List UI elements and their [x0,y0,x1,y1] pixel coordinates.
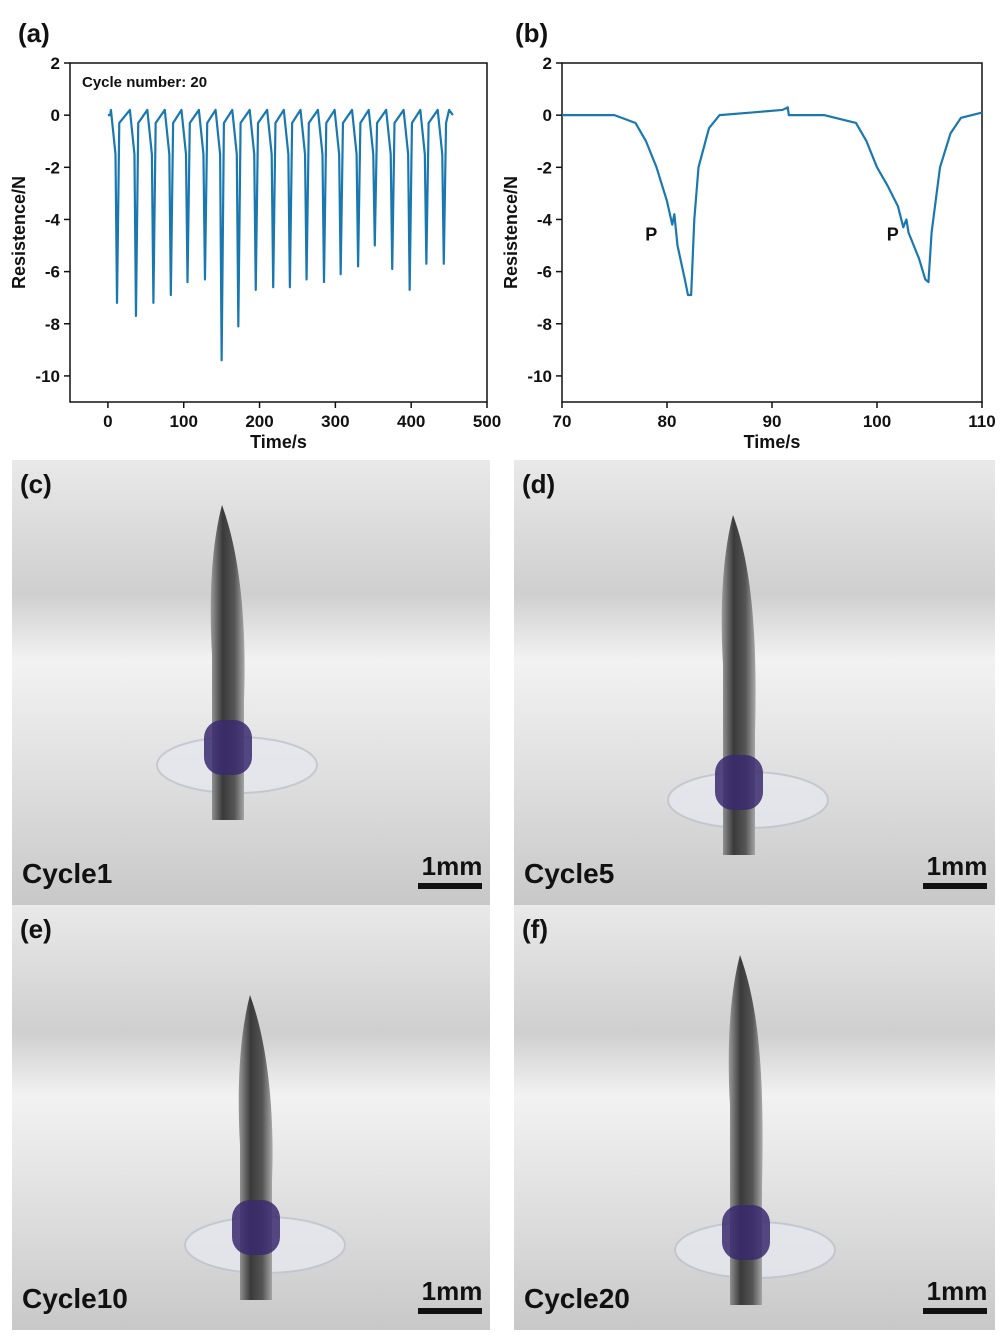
photo [12,460,490,905]
panel-label: (e) [20,914,52,944]
photo-caption: Cycle10 [22,1283,128,1314]
photo [12,905,490,1330]
x-tick-label: 100 [863,412,891,431]
dye-band [722,1205,770,1260]
y-tick-label: 0 [543,106,552,125]
y-tick-label: 2 [543,54,552,73]
annotation: Cycle number: 20 [82,74,207,91]
dye-band [715,755,763,810]
scale-bar [923,883,987,889]
x-tick-label: 400 [397,412,425,431]
x-tick-label: 300 [321,412,349,431]
y-tick-label: -6 [45,263,60,282]
panel-label: (a) [18,18,50,48]
y-tick-label: -2 [45,158,60,177]
plot-frame [69,62,488,403]
x-tick-label: 0 [103,412,112,431]
y-tick-label: -4 [45,210,61,229]
y-tick-label: -4 [537,210,553,229]
photo-background [12,460,490,905]
x-axis-title: Time/s [250,432,307,452]
scale-bar [923,1308,987,1314]
data-line [107,108,454,362]
photo-caption: Cycle1 [22,858,112,889]
panel-label: (c) [20,469,52,499]
scale-label: 1mm [422,1276,483,1306]
scale-bar [418,883,482,889]
y-tick-label: -2 [537,158,552,177]
scale-label: 1mm [422,851,483,881]
scale-bar [418,1308,482,1314]
y-tick-label: 0 [51,106,60,125]
x-tick-label: 500 [473,412,501,431]
photo [514,460,995,905]
annotation: P [887,224,899,244]
plot-frame [561,62,983,403]
y-axis-title: Resistence/N [501,176,521,289]
panel-label: (d) [522,469,555,499]
y-tick-label: 2 [51,54,60,73]
dye-band [204,720,252,775]
y-tick-label: -10 [35,367,60,386]
x-tick-label: 100 [170,412,198,431]
y-tick-label: -10 [527,367,552,386]
x-tick-label: 90 [763,412,782,431]
y-tick-label: -8 [45,315,60,334]
photo [514,905,995,1330]
panel-label: (b) [515,18,548,48]
photo-caption: Cycle5 [524,858,614,889]
photo-caption: Cycle20 [524,1283,630,1314]
x-tick-label: 70 [553,412,572,431]
y-tick-label: -6 [537,263,552,282]
x-tick-label: 80 [658,412,677,431]
panel-label: (f) [522,914,548,944]
scale-label: 1mm [927,851,988,881]
data-line [562,106,983,297]
y-tick-label: -8 [537,315,552,334]
y-axis-title: Resistence/N [9,176,29,289]
scale-label: 1mm [927,1276,988,1306]
x-tick-label: 110 [968,412,995,431]
x-axis-title: Time/s [744,432,801,452]
x-tick-label: 200 [245,412,273,431]
annotation: P [645,224,657,244]
dye-band [232,1200,280,1255]
